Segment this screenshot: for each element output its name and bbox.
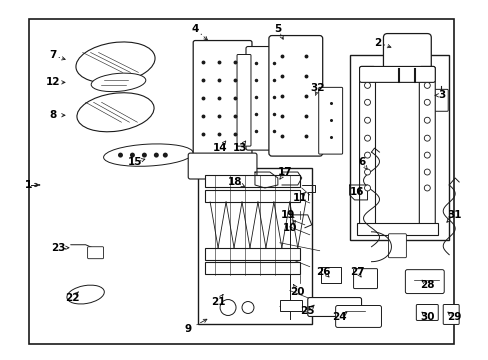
Text: 28: 28	[419, 280, 434, 289]
Text: 24: 24	[332, 312, 346, 323]
Circle shape	[424, 99, 429, 105]
Circle shape	[364, 82, 370, 88]
Circle shape	[424, 169, 429, 175]
Circle shape	[364, 169, 370, 175]
Text: 3: 3	[438, 90, 445, 100]
Text: 20: 20	[290, 287, 305, 297]
FancyBboxPatch shape	[245, 46, 287, 150]
Bar	[198, 168, 311, 324]
Circle shape	[364, 152, 370, 158]
Text: 18: 18	[227, 177, 242, 187]
Circle shape	[424, 135, 429, 141]
FancyBboxPatch shape	[353, 269, 377, 289]
Bar	[205, 190, 299, 202]
Text: 31: 31	[446, 210, 461, 220]
FancyBboxPatch shape	[359, 67, 375, 225]
Bar	[279, 300, 301, 311]
Text: 29: 29	[446, 312, 461, 323]
Bar	[349, 55, 448, 240]
Circle shape	[242, 302, 253, 314]
FancyBboxPatch shape	[188, 153, 256, 179]
Text: 5: 5	[274, 24, 281, 33]
Text: 21: 21	[210, 297, 225, 306]
Circle shape	[220, 300, 236, 315]
Circle shape	[424, 152, 429, 158]
Circle shape	[364, 117, 370, 123]
Text: 16: 16	[349, 187, 364, 197]
Ellipse shape	[103, 144, 193, 166]
Text: 12: 12	[45, 77, 60, 87]
FancyBboxPatch shape	[307, 298, 361, 316]
FancyBboxPatch shape	[442, 305, 458, 324]
Ellipse shape	[77, 93, 154, 132]
Circle shape	[163, 153, 167, 158]
Text: 9: 9	[184, 324, 191, 334]
Circle shape	[154, 153, 159, 158]
Text: 27: 27	[349, 267, 364, 276]
Circle shape	[118, 153, 122, 158]
Text: 15: 15	[128, 157, 142, 167]
Circle shape	[424, 82, 429, 88]
Text: 8: 8	[49, 110, 56, 120]
FancyBboxPatch shape	[318, 87, 342, 154]
Circle shape	[364, 185, 370, 191]
FancyBboxPatch shape	[433, 89, 447, 111]
FancyBboxPatch shape	[415, 305, 437, 320]
Ellipse shape	[91, 73, 145, 92]
Text: 17: 17	[277, 167, 291, 177]
Text: 32: 32	[310, 84, 325, 93]
Text: 14: 14	[212, 143, 227, 153]
Text: 2: 2	[373, 37, 380, 48]
Bar	[205, 175, 299, 187]
Text: 4: 4	[191, 24, 199, 33]
Text: 19: 19	[280, 210, 294, 220]
Text: 13: 13	[232, 143, 247, 153]
Ellipse shape	[67, 285, 104, 304]
FancyBboxPatch shape	[320, 267, 340, 283]
Bar	[205, 248, 299, 260]
FancyBboxPatch shape	[405, 270, 443, 293]
Circle shape	[364, 99, 370, 105]
Circle shape	[424, 117, 429, 123]
Circle shape	[364, 135, 370, 141]
FancyBboxPatch shape	[383, 33, 430, 73]
Text: 23: 23	[51, 243, 66, 253]
Text: 1: 1	[25, 180, 32, 190]
FancyBboxPatch shape	[268, 36, 322, 156]
Text: 10: 10	[282, 223, 297, 233]
Text: 1: 1	[25, 180, 32, 190]
Text: 30: 30	[419, 312, 434, 323]
FancyBboxPatch shape	[335, 306, 381, 328]
Circle shape	[130, 153, 135, 158]
FancyBboxPatch shape	[237, 54, 250, 146]
Bar	[356, 223, 437, 235]
Text: 6: 6	[357, 157, 365, 167]
Text: 25: 25	[300, 306, 314, 316]
Text: 22: 22	[65, 293, 80, 302]
FancyBboxPatch shape	[193, 41, 251, 159]
Text: 11: 11	[292, 193, 306, 203]
FancyBboxPatch shape	[387, 234, 406, 258]
Bar	[29, 19, 453, 345]
Bar	[205, 262, 299, 274]
FancyBboxPatch shape	[419, 67, 434, 225]
Text: 7: 7	[49, 50, 56, 60]
Ellipse shape	[76, 42, 155, 83]
FancyBboxPatch shape	[87, 247, 103, 259]
FancyBboxPatch shape	[359, 67, 434, 82]
Circle shape	[142, 153, 146, 158]
Text: 26: 26	[316, 267, 330, 276]
Circle shape	[424, 185, 429, 191]
